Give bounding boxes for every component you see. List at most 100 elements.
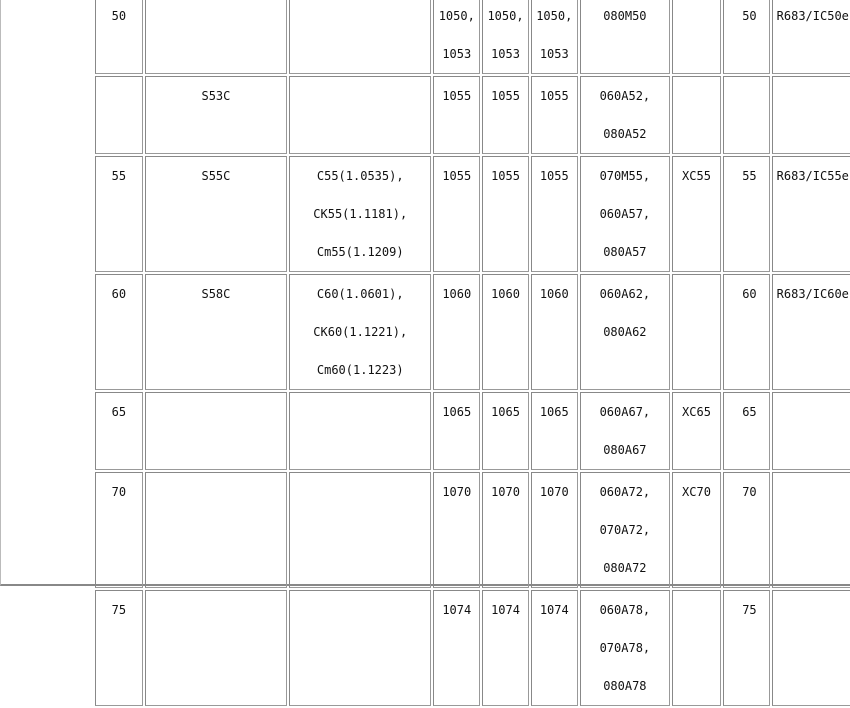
cell-text: 060A67, 080A67 bbox=[599, 405, 651, 457]
cell-text: R683/IC50e bbox=[776, 9, 849, 23]
table-cell: 70 bbox=[95, 472, 143, 588]
table-cell bbox=[289, 392, 432, 470]
table-cell: 1050, 1053 bbox=[433, 0, 481, 74]
table-cell bbox=[771, 472, 850, 588]
cell-text: 70 bbox=[111, 485, 127, 499]
cell-text: 1060 bbox=[442, 287, 472, 301]
table-cell: 55 bbox=[722, 156, 770, 272]
cell-text: 1070 bbox=[491, 485, 520, 499]
table-cell: 1065 bbox=[530, 392, 578, 470]
table-cell bbox=[144, 392, 288, 470]
cell-text: 60 bbox=[111, 287, 127, 301]
table-cell: 1060 bbox=[530, 274, 578, 390]
cell-text: 55 bbox=[111, 169, 127, 183]
table-cell bbox=[95, 76, 143, 154]
cell-text: 1055 bbox=[442, 169, 472, 183]
table-cell bbox=[672, 76, 721, 154]
cell-text: 070M55, 060A57, 080A57 bbox=[599, 169, 651, 259]
table-cell bbox=[289, 590, 432, 706]
table-cell: 75 bbox=[95, 590, 143, 706]
table-cell: 060A78, 070A78, 080A78 bbox=[579, 590, 671, 706]
table-cell: R683/IC55e bbox=[771, 156, 850, 272]
cell-text: 65 bbox=[111, 405, 127, 419]
outer-table-frame bbox=[0, 0, 850, 586]
cell-text: R683/IC60e bbox=[776, 287, 849, 301]
table-cell bbox=[672, 590, 721, 706]
cell-text: 1065 bbox=[491, 405, 520, 419]
cell-text: 1055 bbox=[491, 89, 520, 103]
table-row: S53C 1055 1055 1055 060A52, 080A52 bbox=[95, 76, 850, 154]
cell-text: 1060 bbox=[491, 287, 520, 301]
table-cell: C55(1.0535), CK55(1.1181), Cm55(1.1209) bbox=[289, 156, 432, 272]
table-cell bbox=[289, 472, 432, 588]
table-cell: 1060 bbox=[433, 274, 481, 390]
cell-text: 1055 bbox=[539, 89, 569, 103]
table-cell: 1055 bbox=[530, 156, 578, 272]
table-cell: 60 bbox=[722, 274, 770, 390]
table-cell: 55 bbox=[95, 156, 143, 272]
table-row: 65 1065 1065 1065 060A67, 080A67 XC65 65 bbox=[95, 392, 850, 470]
table-cell: 1055 bbox=[433, 156, 481, 272]
table-cell bbox=[771, 76, 850, 154]
cell-text: 060A78, 070A78, 080A78 bbox=[599, 603, 651, 693]
table-cell bbox=[144, 0, 288, 74]
table-cell: 50 bbox=[722, 0, 770, 74]
table-cell: 1050, 1053 bbox=[530, 0, 578, 74]
cell-text: 1050, 1053 bbox=[438, 9, 475, 61]
table-cell: 75 bbox=[722, 590, 770, 706]
table-cell: 1074 bbox=[433, 590, 481, 706]
cell-text: S53C bbox=[201, 89, 231, 103]
table-cell bbox=[771, 590, 850, 706]
cell-text: 75 bbox=[742, 603, 757, 617]
cell-text: 1074 bbox=[539, 603, 569, 617]
table-cell: 1050, 1053 bbox=[482, 0, 529, 74]
table-cell: 70 bbox=[722, 472, 770, 588]
table-cell: XC70 bbox=[672, 472, 721, 588]
cell-text: 060A72, 070A72, 080A72 bbox=[599, 485, 651, 575]
table-cell: 60 bbox=[95, 274, 143, 390]
table-cell: 65 bbox=[722, 392, 770, 470]
table-cell: 060A62, 080A62 bbox=[579, 274, 671, 390]
table-cell bbox=[672, 0, 721, 74]
table-cell: 1065 bbox=[433, 392, 481, 470]
table-cell: 060A52, 080A52 bbox=[579, 76, 671, 154]
table-cell: XC55 bbox=[672, 156, 721, 272]
cell-text: 060A52, 080A52 bbox=[599, 89, 651, 141]
cell-text: 65 bbox=[742, 405, 757, 419]
cell-text: 1074 bbox=[491, 603, 520, 617]
cell-text: C55(1.0535), CK55(1.1181), Cm55(1.1209) bbox=[313, 169, 408, 259]
table-cell: 65 bbox=[95, 392, 143, 470]
cell-text: 1065 bbox=[442, 405, 472, 419]
table-cell: 060A67, 080A67 bbox=[579, 392, 671, 470]
table-cell: R683/IC50e bbox=[771, 0, 850, 74]
cell-text: R683/IC55e bbox=[776, 169, 849, 183]
table-cell: 1070 bbox=[482, 472, 529, 588]
cell-text: 080M50 bbox=[603, 9, 647, 23]
table-cell: 080M50 bbox=[579, 0, 671, 74]
cell-text: 1065 bbox=[539, 405, 569, 419]
table-cell: 1060 bbox=[482, 274, 529, 390]
table-cell: XC65 bbox=[672, 392, 721, 470]
cell-text: 1070 bbox=[442, 485, 472, 499]
table-cell: 1074 bbox=[530, 590, 578, 706]
cell-text: XC55 bbox=[682, 169, 711, 183]
cell-text: XC65 bbox=[682, 405, 711, 419]
table-cell: 070M55, 060A57, 080A57 bbox=[579, 156, 671, 272]
table-cell bbox=[144, 590, 288, 706]
table-cell: S55C bbox=[144, 156, 288, 272]
table-cell: 1055 bbox=[433, 76, 481, 154]
cell-text: 50 bbox=[111, 9, 127, 23]
cell-text: 60 bbox=[742, 287, 757, 301]
table-cell: 1055 bbox=[482, 76, 529, 154]
table-row: 60 S58C C60(1.0601), CK60(1.1221), Cm60(1.12… bbox=[95, 274, 850, 390]
cell-text: 70 bbox=[742, 485, 757, 499]
table-cell: 1055 bbox=[482, 156, 529, 272]
table-cell: 50 bbox=[95, 0, 143, 74]
cell-text: 1050, 1053 bbox=[487, 9, 524, 61]
cell-text: 75 bbox=[111, 603, 127, 617]
table-cell: S58C bbox=[144, 274, 288, 390]
table-cell: C60(1.0601), CK60(1.1221), Cm60(1.1223) bbox=[289, 274, 432, 390]
table-row: 50 1050, 1053 1050, 1053 1050, 1053 080M50 50 R68… bbox=[95, 0, 850, 74]
cell-text: 55 bbox=[742, 169, 757, 183]
cell-text: 1055 bbox=[442, 89, 472, 103]
